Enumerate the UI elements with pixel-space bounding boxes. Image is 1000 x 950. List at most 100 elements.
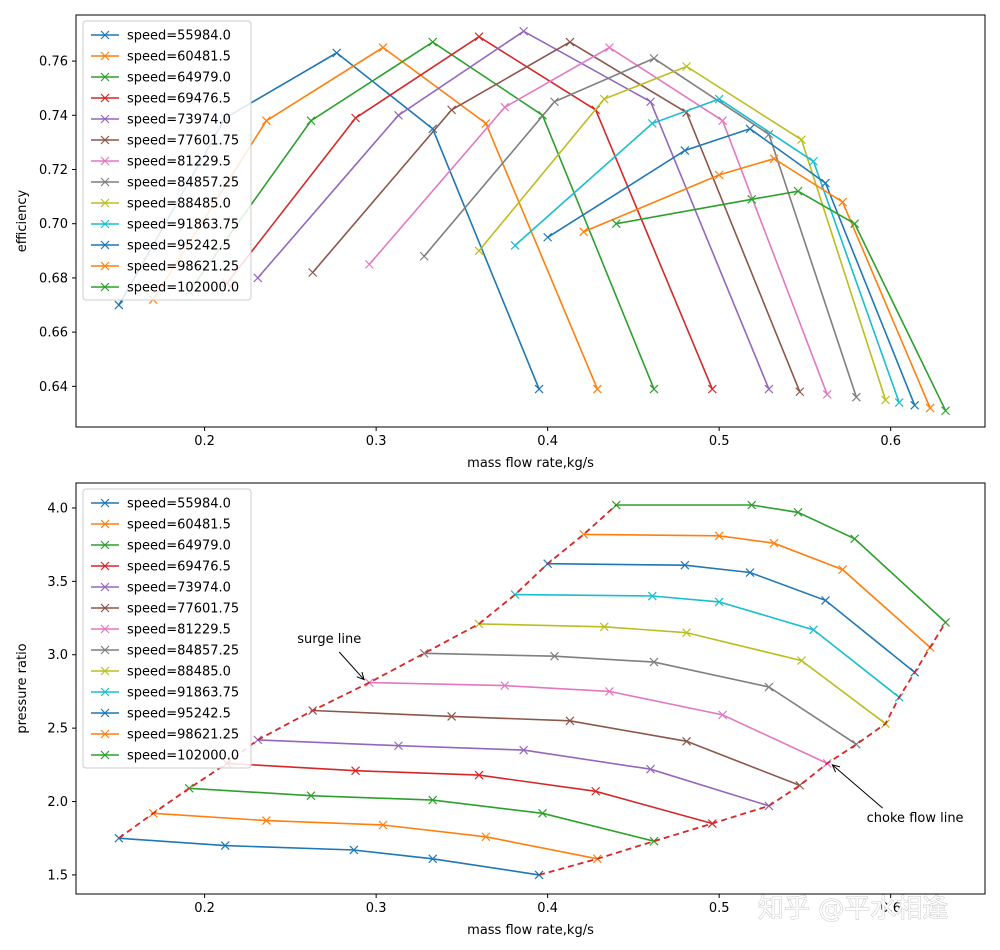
- pressure-point-marker: [714, 531, 724, 541]
- legend-marker: [100, 498, 110, 508]
- efficiency-series-line: [312, 41, 801, 393]
- pressure-axis-ticks: 0.2 0.3 0.4 0.5 0.6 1.5 2.0 2.5 3.0 3.5 4.0: [47, 501, 901, 916]
- legend-entry: speed=73974.0: [127, 581, 231, 596]
- efficiency-point-marker: [565, 37, 575, 47]
- pressure-point-marker: [351, 766, 360, 776]
- efficiency-point-marker: [795, 387, 805, 397]
- legend-entry: speed=81229.5: [127, 155, 231, 170]
- efficiency-point-marker: [910, 400, 920, 410]
- pressure-series-line: [369, 681, 828, 765]
- efficiency-point-marker: [745, 124, 755, 134]
- efficiency-y-axis-label: efficiency: [15, 189, 30, 252]
- legend-marker: [100, 198, 110, 208]
- legend-entry: speed=77601.75: [127, 134, 239, 149]
- surge-choke-lines: [118, 504, 947, 876]
- pressure-series-line: [424, 652, 857, 745]
- legend-marker: [100, 240, 110, 250]
- legend-marker: [100, 666, 110, 676]
- efficiency-point-marker: [378, 43, 388, 52]
- pressure-point-marker: [604, 687, 614, 696]
- efficiency-point-marker: [714, 170, 724, 180]
- annotation-arrow: [832, 764, 883, 809]
- pressure-point-marker: [838, 565, 848, 575]
- pressure-x-axis-label: mass flow rate,kg/s: [467, 923, 594, 938]
- efficiency-point-marker: [851, 392, 861, 402]
- pressure-point-marker: [519, 745, 529, 755]
- pressure-point-marker: [764, 682, 774, 692]
- efficiency-point-marker: [718, 116, 728, 126]
- efficiency-axis-ticks: 0.2 0.3 0.4 0.5 0.6 0.64 0.66 0.68 0.70 0.72 0.74 0…: [39, 55, 901, 449]
- efficiency-series-line: [368, 46, 828, 395]
- annotation-label: choke flow line: [867, 811, 964, 826]
- surge-line: [118, 504, 617, 839]
- y-tick-label: 3.0: [47, 648, 68, 663]
- efficiency-point-marker: [747, 194, 757, 204]
- pressure-point-marker: [349, 845, 359, 855]
- pressure-series-line: [118, 837, 540, 876]
- pressure-point-marker: [481, 832, 491, 842]
- legend-marker: [100, 729, 110, 739]
- legend-entry: speed=64979.0: [127, 539, 231, 554]
- pressure-point-marker: [682, 736, 691, 746]
- efficiency-point-marker: [419, 251, 429, 261]
- pressure-point-marker: [714, 597, 724, 607]
- pressure-y-axis-label: pressure ratio: [15, 643, 30, 733]
- pressure-point-marker: [428, 795, 438, 805]
- efficiency-point-marker: [550, 97, 559, 107]
- efficiency-point-marker: [647, 118, 657, 128]
- legend-marker: [100, 156, 110, 166]
- efficiency-point-marker: [394, 110, 403, 120]
- pressure-point-marker: [769, 538, 779, 548]
- efficiency-series-line: [514, 98, 900, 403]
- legend-marker: [100, 708, 110, 718]
- pressure-point-marker: [428, 854, 438, 864]
- efficiency-point-marker: [592, 384, 602, 394]
- pressure-point-marker: [565, 716, 575, 726]
- pressure-point-marker: [447, 711, 457, 721]
- legend-marker: [100, 561, 110, 571]
- x-tick-label: 0.4: [537, 434, 558, 449]
- legend-entry: speed=95242.5: [127, 239, 231, 254]
- efficiency-point-marker: [351, 113, 360, 123]
- pressure-point-marker: [649, 836, 659, 846]
- annotation-arrowhead: [356, 671, 365, 681]
- x-tick-label: 0.5: [709, 901, 730, 916]
- legend-marker: [100, 261, 110, 271]
- efficiency-point-marker: [543, 232, 553, 242]
- pressure-point-marker: [394, 741, 403, 751]
- pressure-series-line: [312, 709, 801, 787]
- efficiency-point-marker: [308, 268, 318, 277]
- efficiency-point-marker: [510, 240, 520, 250]
- legend-marker: [100, 93, 110, 103]
- legend-marker: [100, 135, 110, 145]
- y-tick-label: 0.68: [39, 271, 68, 286]
- efficiency-point-marker: [838, 197, 848, 207]
- efficiency-point-marker: [364, 259, 374, 269]
- legend-entry: speed=60481.5: [127, 50, 231, 65]
- pressure-point-marker: [220, 841, 230, 850]
- pressure-legend: speed=55984.0 speed=60481.5 speed=64979.0 s…: [82, 488, 252, 769]
- legend-marker: [100, 282, 110, 292]
- pressure-series-line: [583, 533, 931, 648]
- legend-entry: speed=81229.5: [127, 623, 231, 638]
- efficiency-point-marker: [925, 403, 935, 413]
- efficiency-point-marker: [253, 273, 263, 283]
- efficiency-series-line: [547, 127, 916, 406]
- y-tick-label: 4.0: [47, 501, 68, 516]
- efficiency-point-marker: [821, 178, 830, 188]
- pressure-point-marker: [599, 622, 609, 632]
- legend-entry: speed=95242.5: [127, 707, 231, 722]
- x-tick-label: 0.6: [880, 901, 901, 916]
- efficiency-point-marker: [822, 390, 832, 399]
- efficiency-point-marker: [850, 219, 860, 229]
- pressure-point-marker: [647, 591, 657, 601]
- efficiency-point-marker: [114, 300, 124, 310]
- y-tick-label: 0.72: [39, 163, 68, 178]
- y-tick-label: 3.5: [47, 575, 68, 590]
- pressure-point-marker: [419, 648, 429, 658]
- watermark: 知乎 @平水相逢: [758, 894, 948, 924]
- efficiency-point-marker: [881, 395, 890, 405]
- legend-entry: speed=69476.5: [127, 92, 231, 107]
- pressure-plot-frame: [75, 482, 986, 895]
- legend-entry: speed=98621.25: [127, 260, 239, 275]
